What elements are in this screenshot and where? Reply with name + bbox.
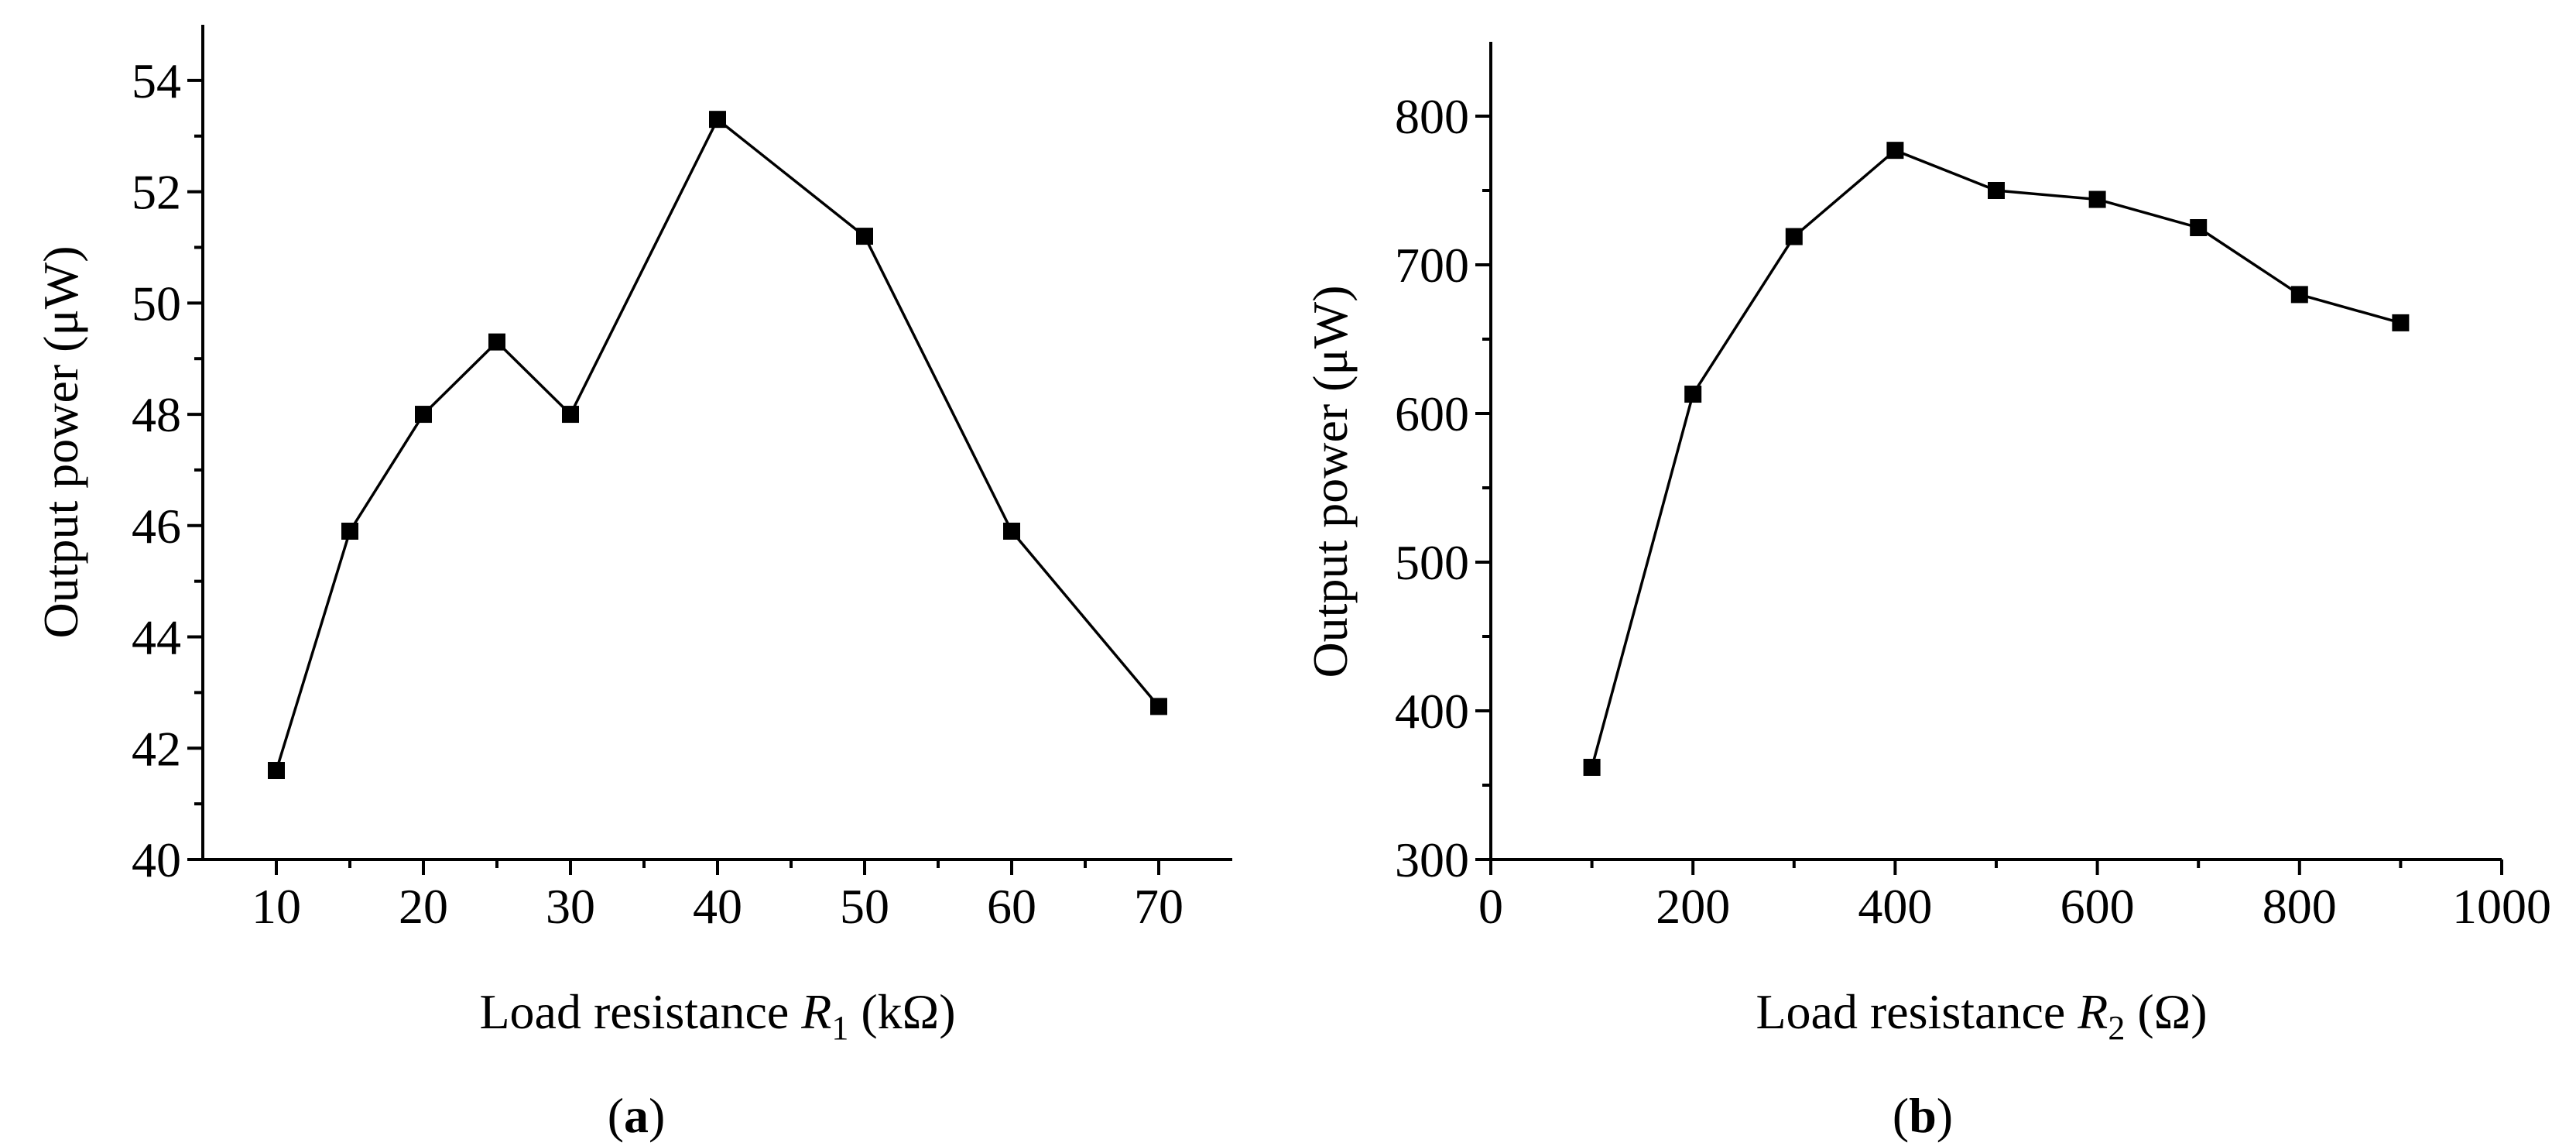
x-tick-label-b: 400	[1858, 879, 1932, 934]
y-tick-label-a: 54	[132, 53, 181, 108]
series-line-a	[275, 117, 1160, 771]
data-point-b	[1684, 386, 1702, 403]
x-axis-title-b: Load resistance R2 (Ω)	[1756, 984, 2207, 1047]
y-tick-label-b: 500	[1395, 535, 1469, 590]
data-point-b	[1583, 758, 1601, 776]
data-point-a	[856, 228, 873, 245]
y-tick-label-a: 52	[132, 165, 181, 220]
data-point-b	[1785, 228, 1803, 245]
y-axis-title-a: Output power (μW)	[33, 245, 88, 638]
x-tick-label-a: 50	[840, 879, 889, 934]
data-point-b	[2392, 314, 2410, 331]
data-point-a	[562, 406, 579, 424]
y-tick-label-b: 800	[1395, 89, 1469, 144]
y-tick-label-a: 44	[132, 610, 181, 665]
y-tick-label-a: 40	[132, 832, 181, 887]
data-point-a	[1003, 522, 1020, 540]
chart-panel-b: 0 200 400 600 800 1000 300 400 500 600 700 800 Load…	[1303, 42, 2551, 1143]
data-point-a	[268, 762, 285, 780]
x-tick-label-a: 60	[987, 879, 1036, 934]
data-point-a	[488, 333, 505, 351]
x-tick-label-a: 40	[693, 879, 742, 934]
data-point-a	[415, 406, 432, 424]
x-tick-label-b: 0	[1478, 879, 1503, 934]
y-axis-title-b: Output power (μW)	[1303, 285, 1358, 678]
panel-label-a: (a)	[608, 1088, 666, 1143]
y-tick-label-a: 48	[132, 387, 181, 442]
data-point-b	[2088, 190, 2106, 208]
y-tick-label-a: 42	[132, 721, 181, 776]
data-point-a	[709, 111, 726, 129]
chart-panel-a: 10 20 30 40 50 60 70 40 42 44 46 48 50 52 54 Load resi…	[33, 25, 1232, 1143]
data-point-b	[1988, 182, 2005, 199]
data-point-a	[1150, 698, 1167, 715]
ticks-b: 0 200 400 600 800 1000 300 400 500 600 700 800	[1395, 89, 2551, 934]
series-a	[268, 111, 1167, 780]
x-tick-label-a: 10	[252, 879, 301, 934]
x-tick-label-a: 20	[399, 879, 448, 934]
y-tick-label-b: 300	[1395, 832, 1469, 887]
x-tick-label-b: 200	[1656, 879, 1730, 934]
data-point-b	[2190, 219, 2208, 236]
y-tick-label-b: 700	[1395, 238, 1469, 293]
x-tick-label-a: 30	[546, 879, 595, 934]
series-b	[1583, 142, 2410, 776]
y-tick-label-b: 400	[1395, 684, 1469, 739]
panel-label-b: (b)	[1893, 1088, 1953, 1143]
data-point-b	[1886, 142, 1904, 160]
data-point-b	[2290, 286, 2308, 304]
series-line-b	[1590, 149, 2401, 768]
y-tick-label-a: 50	[132, 276, 181, 331]
y-tick-label-a: 46	[132, 499, 181, 554]
x-tick-label-b: 600	[2060, 879, 2135, 934]
x-axis-title-a: Load resistance R1 (kΩ)	[479, 984, 955, 1047]
ticks-a: 10 20 30 40 50 60 70 40 42 44 46 48 50 52 54	[132, 53, 1184, 934]
x-tick-label-b: 1000	[2452, 879, 2551, 934]
data-point-a	[341, 522, 358, 540]
x-tick-label-a: 70	[1134, 879, 1184, 934]
x-tick-label-b: 800	[2263, 879, 2337, 934]
y-tick-label-b: 600	[1395, 386, 1469, 441]
